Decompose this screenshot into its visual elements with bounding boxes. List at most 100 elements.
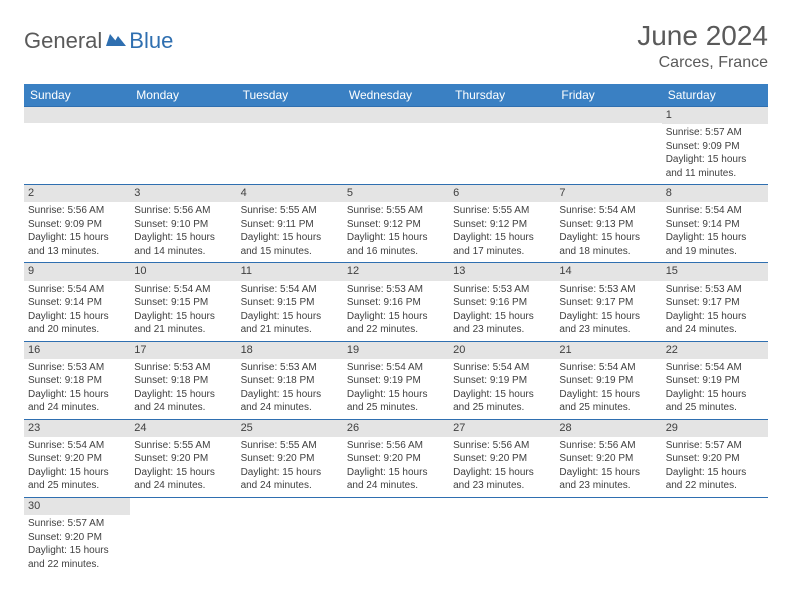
day-number: 28	[555, 420, 661, 437]
day-details: Sunrise: 5:53 AMSunset: 9:18 PMDaylight:…	[237, 359, 343, 419]
calendar-body: 1Sunrise: 5:57 AMSunset: 9:09 PMDaylight…	[24, 107, 768, 576]
calendar-cell: 11Sunrise: 5:54 AMSunset: 9:15 PMDayligh…	[237, 263, 343, 341]
header: General Blue June 2024 Carces, France	[24, 20, 768, 72]
calendar-cell: 12Sunrise: 5:53 AMSunset: 9:16 PMDayligh…	[343, 263, 449, 341]
day-details: Sunrise: 5:57 AMSunset: 9:20 PMDaylight:…	[662, 437, 768, 497]
calendar-cell	[130, 107, 236, 185]
calendar-cell	[24, 107, 130, 185]
day-number: 15	[662, 263, 768, 280]
calendar-cell: 16Sunrise: 5:53 AMSunset: 9:18 PMDayligh…	[24, 341, 130, 419]
calendar-cell	[343, 497, 449, 575]
day-number: 23	[24, 420, 130, 437]
calendar-cell: 5Sunrise: 5:55 AMSunset: 9:12 PMDaylight…	[343, 185, 449, 263]
logo-text-general: General	[24, 28, 102, 54]
day-number: 6	[449, 185, 555, 202]
day-number: 14	[555, 263, 661, 280]
day-number: 18	[237, 342, 343, 359]
day-number: 17	[130, 342, 236, 359]
day-details: Sunrise: 5:53 AMSunset: 9:16 PMDaylight:…	[449, 281, 555, 341]
day-number: 2	[24, 185, 130, 202]
day-details: Sunrise: 5:54 AMSunset: 9:19 PMDaylight:…	[343, 359, 449, 419]
day-details: Sunrise: 5:54 AMSunset: 9:13 PMDaylight:…	[555, 202, 661, 262]
day-number: 22	[662, 342, 768, 359]
calendar-cell: 2Sunrise: 5:56 AMSunset: 9:09 PMDaylight…	[24, 185, 130, 263]
calendar-cell	[555, 107, 661, 185]
day-details: Sunrise: 5:54 AMSunset: 9:14 PMDaylight:…	[24, 281, 130, 341]
day-number: 4	[237, 185, 343, 202]
calendar-cell	[237, 107, 343, 185]
day-details: Sunrise: 5:53 AMSunset: 9:18 PMDaylight:…	[130, 359, 236, 419]
calendar-cell: 3Sunrise: 5:56 AMSunset: 9:10 PMDaylight…	[130, 185, 236, 263]
day-details: Sunrise: 5:57 AMSunset: 9:20 PMDaylight:…	[24, 515, 130, 575]
month-title: June 2024	[637, 20, 768, 52]
day-details: Sunrise: 5:55 AMSunset: 9:20 PMDaylight:…	[237, 437, 343, 497]
calendar-cell	[555, 497, 661, 575]
day-number: 19	[343, 342, 449, 359]
logo-flag-icon	[106, 30, 126, 53]
calendar-cell: 14Sunrise: 5:53 AMSunset: 9:17 PMDayligh…	[555, 263, 661, 341]
day-details: Sunrise: 5:56 AMSunset: 9:20 PMDaylight:…	[343, 437, 449, 497]
day-details: Sunrise: 5:54 AMSunset: 9:19 PMDaylight:…	[555, 359, 661, 419]
day-details: Sunrise: 5:56 AMSunset: 9:20 PMDaylight:…	[555, 437, 661, 497]
calendar-cell: 21Sunrise: 5:54 AMSunset: 9:19 PMDayligh…	[555, 341, 661, 419]
calendar-cell	[237, 497, 343, 575]
day-number: 8	[662, 185, 768, 202]
calendar-cell: 15Sunrise: 5:53 AMSunset: 9:17 PMDayligh…	[662, 263, 768, 341]
day-number: 16	[24, 342, 130, 359]
calendar-page: General Blue June 2024 Carces, France Su…	[0, 0, 792, 595]
calendar-cell: 29Sunrise: 5:57 AMSunset: 9:20 PMDayligh…	[662, 419, 768, 497]
day-number: 13	[449, 263, 555, 280]
day-details: Sunrise: 5:54 AMSunset: 9:15 PMDaylight:…	[237, 281, 343, 341]
logo: General Blue	[24, 20, 173, 54]
calendar-cell: 30Sunrise: 5:57 AMSunset: 9:20 PMDayligh…	[24, 497, 130, 575]
calendar-cell	[343, 107, 449, 185]
day-details: Sunrise: 5:56 AMSunset: 9:10 PMDaylight:…	[130, 202, 236, 262]
day-details: Sunrise: 5:55 AMSunset: 9:20 PMDaylight:…	[130, 437, 236, 497]
calendar-cell: 27Sunrise: 5:56 AMSunset: 9:20 PMDayligh…	[449, 419, 555, 497]
calendar-cell: 18Sunrise: 5:53 AMSunset: 9:18 PMDayligh…	[237, 341, 343, 419]
day-number: 1	[662, 107, 768, 124]
day-details: Sunrise: 5:55 AMSunset: 9:11 PMDaylight:…	[237, 202, 343, 262]
calendar-cell: 20Sunrise: 5:54 AMSunset: 9:19 PMDayligh…	[449, 341, 555, 419]
weekday-header: Friday	[555, 84, 661, 107]
calendar-cell: 19Sunrise: 5:54 AMSunset: 9:19 PMDayligh…	[343, 341, 449, 419]
location-label: Carces, France	[637, 54, 768, 72]
day-details: Sunrise: 5:54 AMSunset: 9:19 PMDaylight:…	[662, 359, 768, 419]
day-number: 27	[449, 420, 555, 437]
day-number: 7	[555, 185, 661, 202]
calendar-table: SundayMondayTuesdayWednesdayThursdayFrid…	[24, 84, 768, 575]
day-number: 21	[555, 342, 661, 359]
weekday-header: Wednesday	[343, 84, 449, 107]
day-number: 25	[237, 420, 343, 437]
calendar-cell	[449, 497, 555, 575]
day-details: Sunrise: 5:54 AMSunset: 9:15 PMDaylight:…	[130, 281, 236, 341]
calendar-cell	[662, 497, 768, 575]
day-number: 10	[130, 263, 236, 280]
calendar-cell: 25Sunrise: 5:55 AMSunset: 9:20 PMDayligh…	[237, 419, 343, 497]
calendar-cell: 13Sunrise: 5:53 AMSunset: 9:16 PMDayligh…	[449, 263, 555, 341]
day-details: Sunrise: 5:57 AMSunset: 9:09 PMDaylight:…	[662, 124, 768, 184]
day-number: 5	[343, 185, 449, 202]
day-details: Sunrise: 5:53 AMSunset: 9:17 PMDaylight:…	[662, 281, 768, 341]
day-details: Sunrise: 5:54 AMSunset: 9:14 PMDaylight:…	[662, 202, 768, 262]
day-number: 12	[343, 263, 449, 280]
title-block: June 2024 Carces, France	[637, 20, 768, 72]
day-details: Sunrise: 5:55 AMSunset: 9:12 PMDaylight:…	[449, 202, 555, 262]
weekday-header: Monday	[130, 84, 236, 107]
calendar-cell: 22Sunrise: 5:54 AMSunset: 9:19 PMDayligh…	[662, 341, 768, 419]
calendar-cell: 28Sunrise: 5:56 AMSunset: 9:20 PMDayligh…	[555, 419, 661, 497]
day-number: 3	[130, 185, 236, 202]
calendar-cell: 23Sunrise: 5:54 AMSunset: 9:20 PMDayligh…	[24, 419, 130, 497]
calendar-cell: 17Sunrise: 5:53 AMSunset: 9:18 PMDayligh…	[130, 341, 236, 419]
calendar-cell: 6Sunrise: 5:55 AMSunset: 9:12 PMDaylight…	[449, 185, 555, 263]
day-number: 30	[24, 498, 130, 515]
day-details: Sunrise: 5:53 AMSunset: 9:18 PMDaylight:…	[24, 359, 130, 419]
day-details: Sunrise: 5:54 AMSunset: 9:20 PMDaylight:…	[24, 437, 130, 497]
weekday-header: Thursday	[449, 84, 555, 107]
calendar-cell: 4Sunrise: 5:55 AMSunset: 9:11 PMDaylight…	[237, 185, 343, 263]
calendar-cell	[130, 497, 236, 575]
day-details: Sunrise: 5:53 AMSunset: 9:17 PMDaylight:…	[555, 281, 661, 341]
day-details: Sunrise: 5:53 AMSunset: 9:16 PMDaylight:…	[343, 281, 449, 341]
calendar-cell: 9Sunrise: 5:54 AMSunset: 9:14 PMDaylight…	[24, 263, 130, 341]
calendar-cell: 8Sunrise: 5:54 AMSunset: 9:14 PMDaylight…	[662, 185, 768, 263]
